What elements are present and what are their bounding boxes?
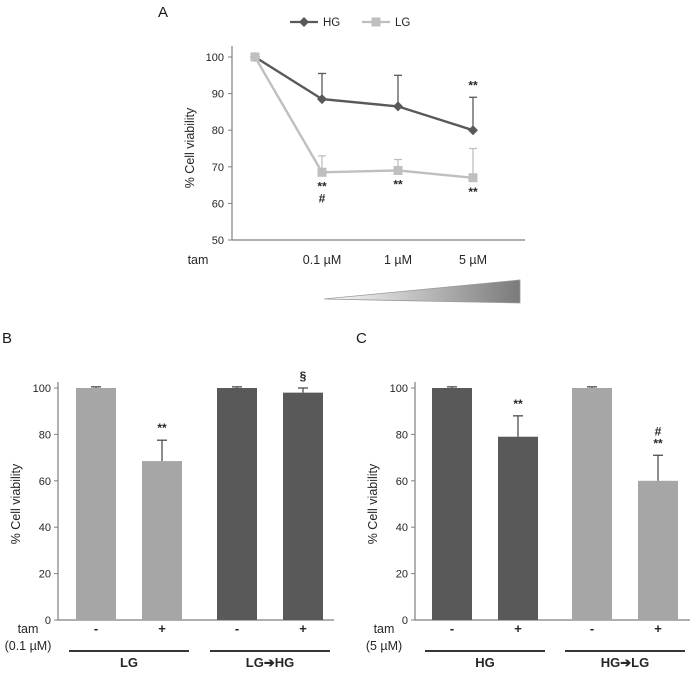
svg-text:**: ** (468, 78, 478, 92)
svg-text:+: + (514, 621, 522, 636)
svg-text:0: 0 (402, 615, 408, 627)
svg-text:§: § (300, 369, 307, 383)
svg-text:**: ** (317, 179, 327, 193)
svg-text:% Cell viability: % Cell viability (183, 107, 197, 188)
svg-text:**: ** (157, 421, 167, 435)
svg-text:80: 80 (39, 429, 51, 441)
svg-text:**: ** (393, 177, 403, 191)
svg-text:**: ** (653, 436, 663, 450)
panel-b-label: B (2, 330, 13, 347)
svg-text:60: 60 (396, 476, 408, 488)
svg-text:#: # (319, 191, 326, 205)
svg-text:LG: LG (395, 17, 410, 29)
panel-a-line-chart: 50 60 70 80 90 100 % Cell viability 0.1 µM 1 µM 5… (183, 17, 525, 304)
svg-text:1 µM: 1 µM (384, 253, 412, 267)
svg-text:% Cell viability: % Cell viability (9, 463, 23, 544)
panel-b-bar-chart: 0 20 40 60 80 100 % Cell viability - ** + - § + tam (0… (5, 369, 334, 670)
svg-text:80: 80 (396, 429, 408, 441)
svg-text:5 µM: 5 µM (459, 253, 487, 267)
svg-text:LG➔HG: LG➔HG (246, 655, 294, 670)
svg-text:-: - (450, 621, 454, 636)
svg-text:0: 0 (45, 615, 51, 627)
svg-text:0.1 µM: 0.1 µM (303, 253, 341, 267)
svg-text:LG: LG (120, 655, 138, 670)
svg-text:100: 100 (206, 52, 224, 64)
svg-text:(0.1 µM): (0.1 µM) (5, 639, 52, 653)
svg-text:60: 60 (212, 198, 224, 210)
svg-text:HG: HG (475, 655, 495, 670)
svg-text:#: # (655, 424, 662, 438)
svg-text:60: 60 (39, 476, 51, 488)
svg-text:(5 µM): (5 µM) (366, 639, 402, 653)
svg-text:20: 20 (396, 569, 408, 581)
svg-text:80: 80 (212, 125, 224, 137)
svg-text:40: 40 (396, 522, 408, 534)
svg-text:+: + (158, 621, 166, 636)
svg-text:70: 70 (212, 162, 224, 174)
svg-text:100: 100 (33, 383, 51, 395)
svg-text:-: - (94, 621, 98, 636)
svg-text:**: ** (513, 397, 523, 411)
svg-text:tam: tam (188, 253, 209, 267)
svg-text:+: + (299, 621, 307, 636)
svg-text:HG➔LG: HG➔LG (601, 655, 649, 670)
svg-text:50: 50 (212, 235, 224, 247)
svg-text:% Cell viability: % Cell viability (366, 463, 380, 544)
svg-text:-: - (235, 621, 239, 636)
svg-text:**: ** (468, 185, 478, 199)
svg-text:+: + (654, 621, 662, 636)
svg-text:90: 90 (212, 89, 224, 101)
svg-text:40: 40 (39, 522, 51, 534)
panel-c-label: C (356, 330, 367, 347)
svg-text:100: 100 (390, 383, 408, 395)
svg-text:-: - (590, 621, 594, 636)
svg-text:20: 20 (39, 569, 51, 581)
svg-text:tam: tam (18, 622, 39, 636)
svg-text:HG: HG (323, 17, 340, 29)
svg-text:tam: tam (374, 622, 395, 636)
panel-a-label: A (158, 4, 169, 21)
